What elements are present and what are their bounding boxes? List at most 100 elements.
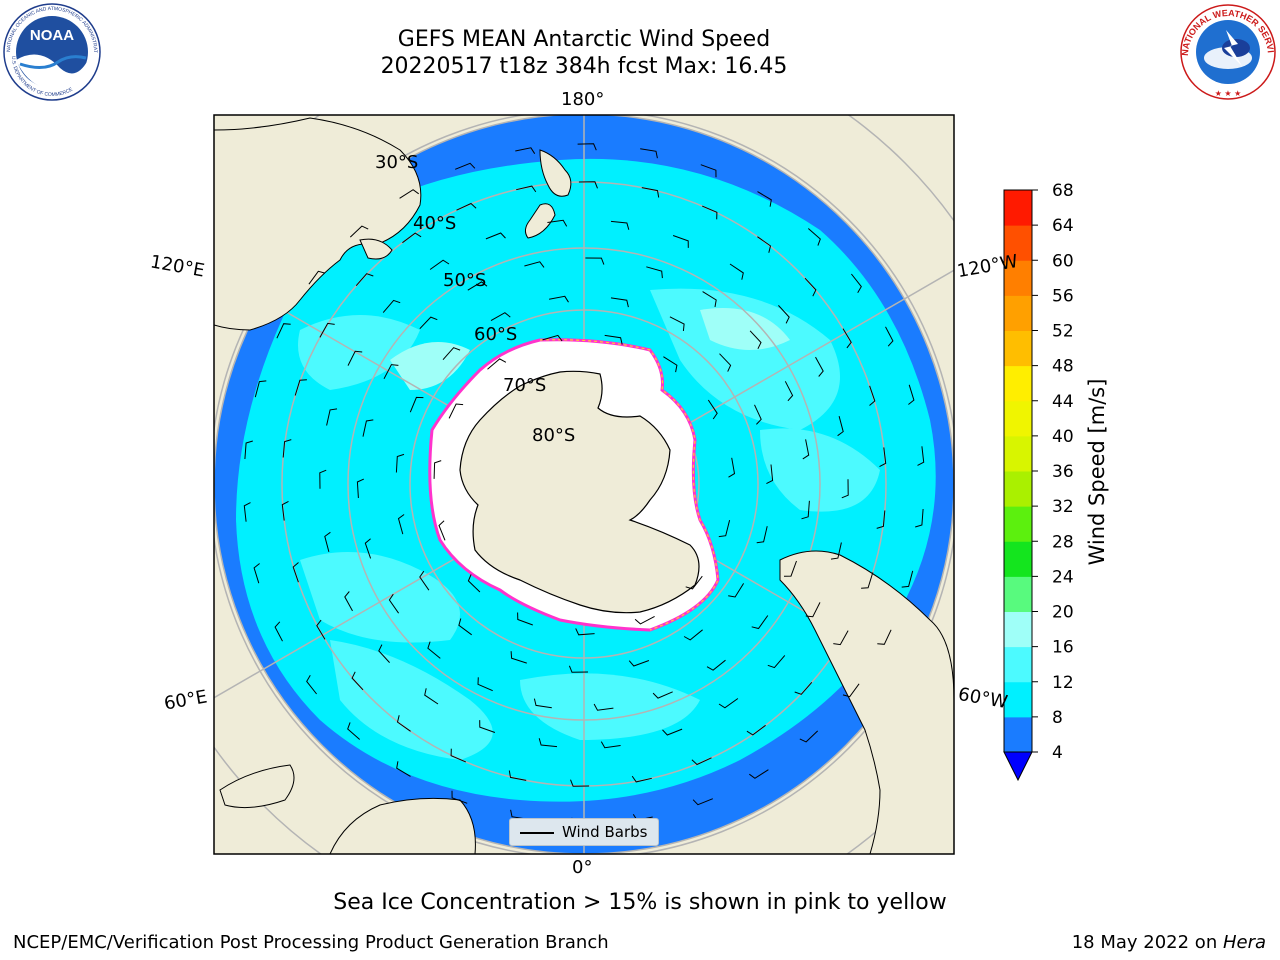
wind-barb-legend-line [520,832,554,834]
wind-barb [349,225,369,238]
wind-barb [672,235,689,248]
colorbar-tick-label: 12 [1052,673,1074,693]
wind-barb [749,330,762,350]
wind-barb [281,500,289,521]
wind-barb [355,273,374,287]
wind-barb [378,644,390,663]
wind-barb [802,439,810,460]
wind-barb [702,205,718,220]
wind-barb [754,404,762,425]
wind-barb [351,671,364,691]
wind-barb [362,419,374,437]
wind-barb [467,574,481,593]
wind-barb [244,440,253,460]
wind-barb [533,698,552,709]
footer-host: Hera [1222,932,1266,953]
wind-barb-legend-label: Wind Barbs [562,823,648,841]
colorbar-tick-label: 52 [1052,322,1074,342]
lat-label-70s: 70°S [503,375,547,396]
wind-barb [585,257,605,265]
wind-barb [634,615,655,625]
colorbar-tick-label: 60 [1052,251,1074,271]
wind-barb [568,665,589,673]
colorbar-bin [1004,541,1032,577]
wind-barb [396,761,411,777]
colorbar-bin [1004,225,1032,261]
colorbar-bin [1004,365,1032,402]
wind-barb [757,236,772,253]
wind-barb [448,403,464,419]
wind-barb [316,619,326,640]
wind-barb [402,232,422,244]
wind-barb [604,334,623,345]
wind-barb [479,720,496,733]
antarctica [459,370,700,614]
colorbar-bin [1004,681,1032,718]
colorbar-bin [1004,471,1032,507]
wind-barb [427,641,441,659]
wind-barb [292,562,299,583]
africa [329,797,476,854]
wind-barb [707,399,718,420]
colorbar-tick-label: 44 [1052,392,1074,412]
map-legend: Wind Barbs [509,818,659,846]
wind-barb [837,415,844,437]
wind-barb [438,520,446,541]
wind-barb [364,538,372,559]
colorbar-bin [1004,435,1032,472]
wind-barb [485,232,506,240]
wind-barb [451,790,468,804]
wind-barb [524,261,545,268]
colorbar-label: Wind Speed [m/s] [1085,378,1109,566]
wind-barb [804,277,817,297]
wind-barb [538,738,558,748]
wind-barb [274,621,283,642]
wind-barb [383,364,399,380]
lat-label-40s: 40°S [413,213,457,234]
wind-barb [395,453,405,473]
wind-barb [577,143,597,151]
footer-date-text: 18 May 2022 on [1071,932,1223,953]
wind-barb [728,457,736,478]
svg-text:★ ★ ★: ★ ★ ★ [1215,89,1242,98]
wind-barb [610,220,630,230]
colorbar-bin [1004,611,1032,648]
wind-barb [515,147,536,154]
wind-barb [547,219,568,227]
wind-barb [396,715,411,732]
wind-barb [719,353,732,372]
lat-label-50s: 50°S [443,270,487,291]
wind-barb [356,478,365,499]
colorbar-bin [1004,330,1032,367]
colorbar-bin [1004,400,1032,437]
wind-barb [805,602,821,618]
wind-barb [662,728,683,736]
wind-barb [833,630,849,646]
wind-barb [885,326,894,347]
wind-barb [692,798,713,806]
wind-barb [397,514,405,535]
wind-barb [669,316,685,332]
wind-barb [319,469,327,489]
wind-barb [877,629,892,645]
wind-barb [510,651,527,664]
south-america [779,550,954,854]
wind-barb [799,730,819,743]
wind-barb [702,291,717,307]
wind-barb [652,691,673,699]
wind-barb [908,384,915,405]
wind-barb [861,572,874,589]
wind-barb [282,439,292,458]
wind-barb [243,502,251,522]
colorbar-tick-label: 8 [1052,708,1063,728]
colorbar-bin [1004,260,1032,296]
wind-barb [450,748,466,763]
colorbar-bin [1004,190,1032,226]
wind-barb [646,266,663,279]
colorbar-tick-label: 24 [1052,567,1074,587]
wind-barb [308,270,326,285]
wind-barb [388,593,400,614]
wind-barb [294,379,307,396]
